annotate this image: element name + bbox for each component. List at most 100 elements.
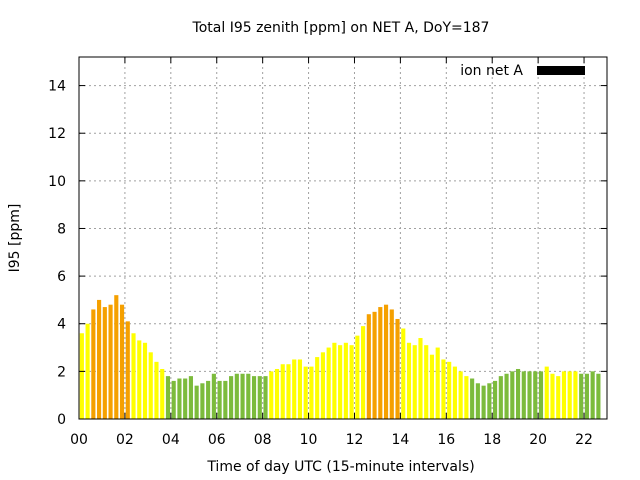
bar (498, 376, 503, 419)
bar (194, 385, 199, 419)
bar (515, 368, 521, 419)
bar (177, 378, 182, 419)
y-tick-label: 14 (48, 79, 66, 95)
bar (263, 376, 268, 419)
x-tick-label: 02 (116, 432, 134, 448)
bar (125, 321, 130, 419)
bar (79, 333, 84, 419)
bar (475, 383, 480, 419)
bar (251, 376, 257, 419)
bar (527, 371, 532, 419)
bar (234, 373, 239, 419)
bar (424, 345, 429, 419)
bar (119, 304, 125, 419)
bar (280, 364, 285, 419)
bar (378, 307, 383, 419)
bar (412, 345, 417, 419)
bar (85, 323, 90, 419)
bar (108, 304, 113, 419)
x-tick-label: 18 (483, 432, 501, 448)
bar (550, 373, 555, 419)
bar (504, 373, 509, 419)
bar (544, 366, 549, 419)
bar (538, 371, 544, 419)
bar (326, 347, 331, 419)
bar (458, 371, 463, 419)
x-tick-label: 06 (208, 432, 226, 448)
bar (309, 366, 314, 419)
bar (320, 352, 325, 419)
bar (579, 373, 584, 419)
bar (206, 380, 211, 419)
bar (223, 380, 228, 419)
bar (91, 309, 96, 419)
bar (533, 371, 538, 419)
y-tick-label: 8 (57, 221, 66, 237)
bar (137, 340, 142, 419)
bar (102, 307, 107, 419)
x-tick-label: 04 (162, 432, 180, 448)
bar (406, 342, 412, 419)
chart-title: Total I95 zenith [ppm] on NET A, DoY=187 (192, 20, 490, 36)
bar (217, 380, 222, 419)
x-tick-label: 14 (391, 432, 409, 448)
bar (447, 361, 452, 419)
x-axis-label: Time of day UTC (15-minute intervals) (206, 459, 474, 475)
bar (361, 326, 366, 419)
bar (567, 371, 572, 419)
y-tick-label: 2 (57, 364, 66, 380)
bar (584, 373, 589, 419)
bar (246, 373, 251, 419)
bar (389, 309, 394, 419)
bar (257, 376, 262, 419)
grid (79, 57, 607, 419)
bar (240, 373, 245, 419)
bar (383, 304, 389, 419)
bar (269, 371, 274, 419)
bar (596, 373, 601, 419)
bar (481, 385, 486, 419)
bar (274, 368, 280, 419)
bar (200, 383, 205, 419)
bar (171, 380, 176, 419)
bar (418, 338, 423, 419)
bar (114, 295, 119, 419)
bar (154, 361, 159, 419)
legend: ion net A (460, 63, 585, 79)
bar (366, 314, 371, 419)
x-tick-label: 00 (70, 432, 88, 448)
y-tick-label: 0 (57, 412, 66, 428)
bar (510, 371, 515, 419)
bar (315, 357, 320, 419)
y-tick-label: 4 (57, 317, 66, 333)
bar (470, 378, 475, 419)
bar (561, 371, 567, 419)
bar (452, 366, 457, 419)
y-axis-label: I95 [ppm] (7, 204, 23, 273)
bar (464, 376, 469, 419)
legend-label: ion net A (460, 63, 523, 79)
bar (441, 359, 446, 419)
bar (395, 318, 400, 419)
bar (349, 345, 354, 419)
bar (355, 335, 360, 419)
bar (229, 376, 234, 419)
bars (79, 295, 601, 419)
bar (165, 376, 171, 419)
bar (343, 342, 348, 419)
bar (429, 354, 435, 419)
y-tick-label: 12 (48, 126, 66, 142)
y-tick-label: 6 (57, 269, 66, 285)
bar (332, 342, 337, 419)
bar (303, 366, 308, 419)
plot-frame (78, 56, 608, 420)
bar (183, 378, 188, 419)
bar (556, 376, 561, 419)
bar (211, 373, 216, 419)
bar (487, 383, 492, 419)
bar (97, 299, 102, 419)
y-tick-label: 10 (48, 174, 66, 190)
bar (590, 371, 595, 419)
